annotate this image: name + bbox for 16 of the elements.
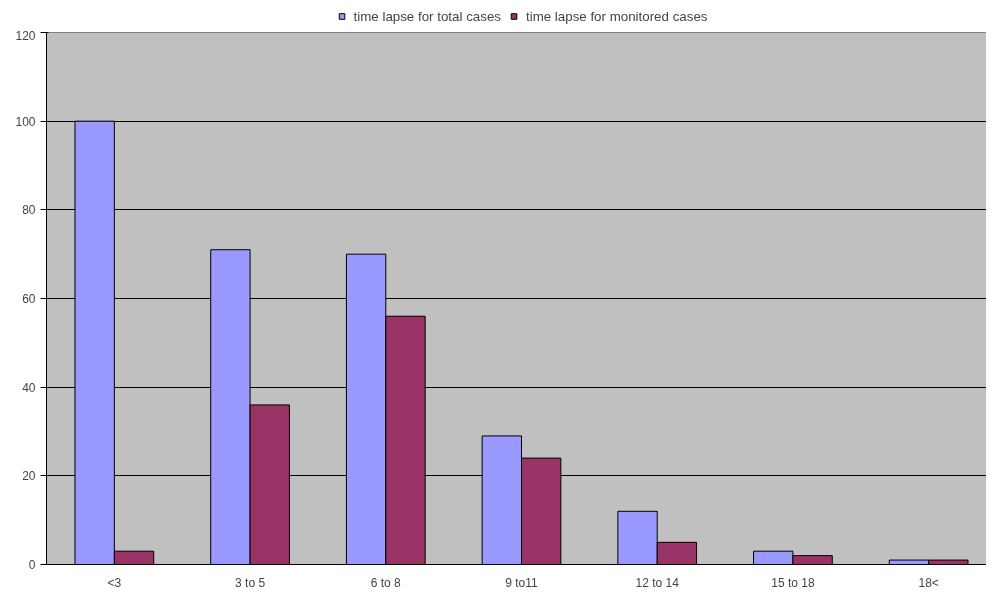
- y-tick-label: 20: [22, 469, 36, 484]
- y-tick-label: 80: [22, 203, 36, 218]
- x-tick-label: 12 to 14: [635, 575, 680, 590]
- y-tick-label: 0: [28, 558, 36, 572]
- y-tick-label: 60: [22, 292, 36, 306]
- legend-label: time lapse for total cases: [353, 8, 501, 24]
- x-tick-label: 3 to 5: [235, 575, 266, 590]
- y-tick-label: 100: [15, 114, 36, 129]
- x-tick-label: 9 to11: [505, 575, 539, 590]
- x-tick-label: <3: [107, 575, 122, 590]
- legend-label: time lapse for monitored cases: [525, 8, 708, 24]
- y-tick-label: 120: [15, 28, 36, 43]
- x-tick-label: 6 to 8: [370, 575, 402, 590]
- x-tick-label: 15 to 18: [771, 575, 815, 590]
- y-tick-label: 40: [22, 380, 36, 395]
- x-tick-label: 18<: [918, 575, 939, 590]
